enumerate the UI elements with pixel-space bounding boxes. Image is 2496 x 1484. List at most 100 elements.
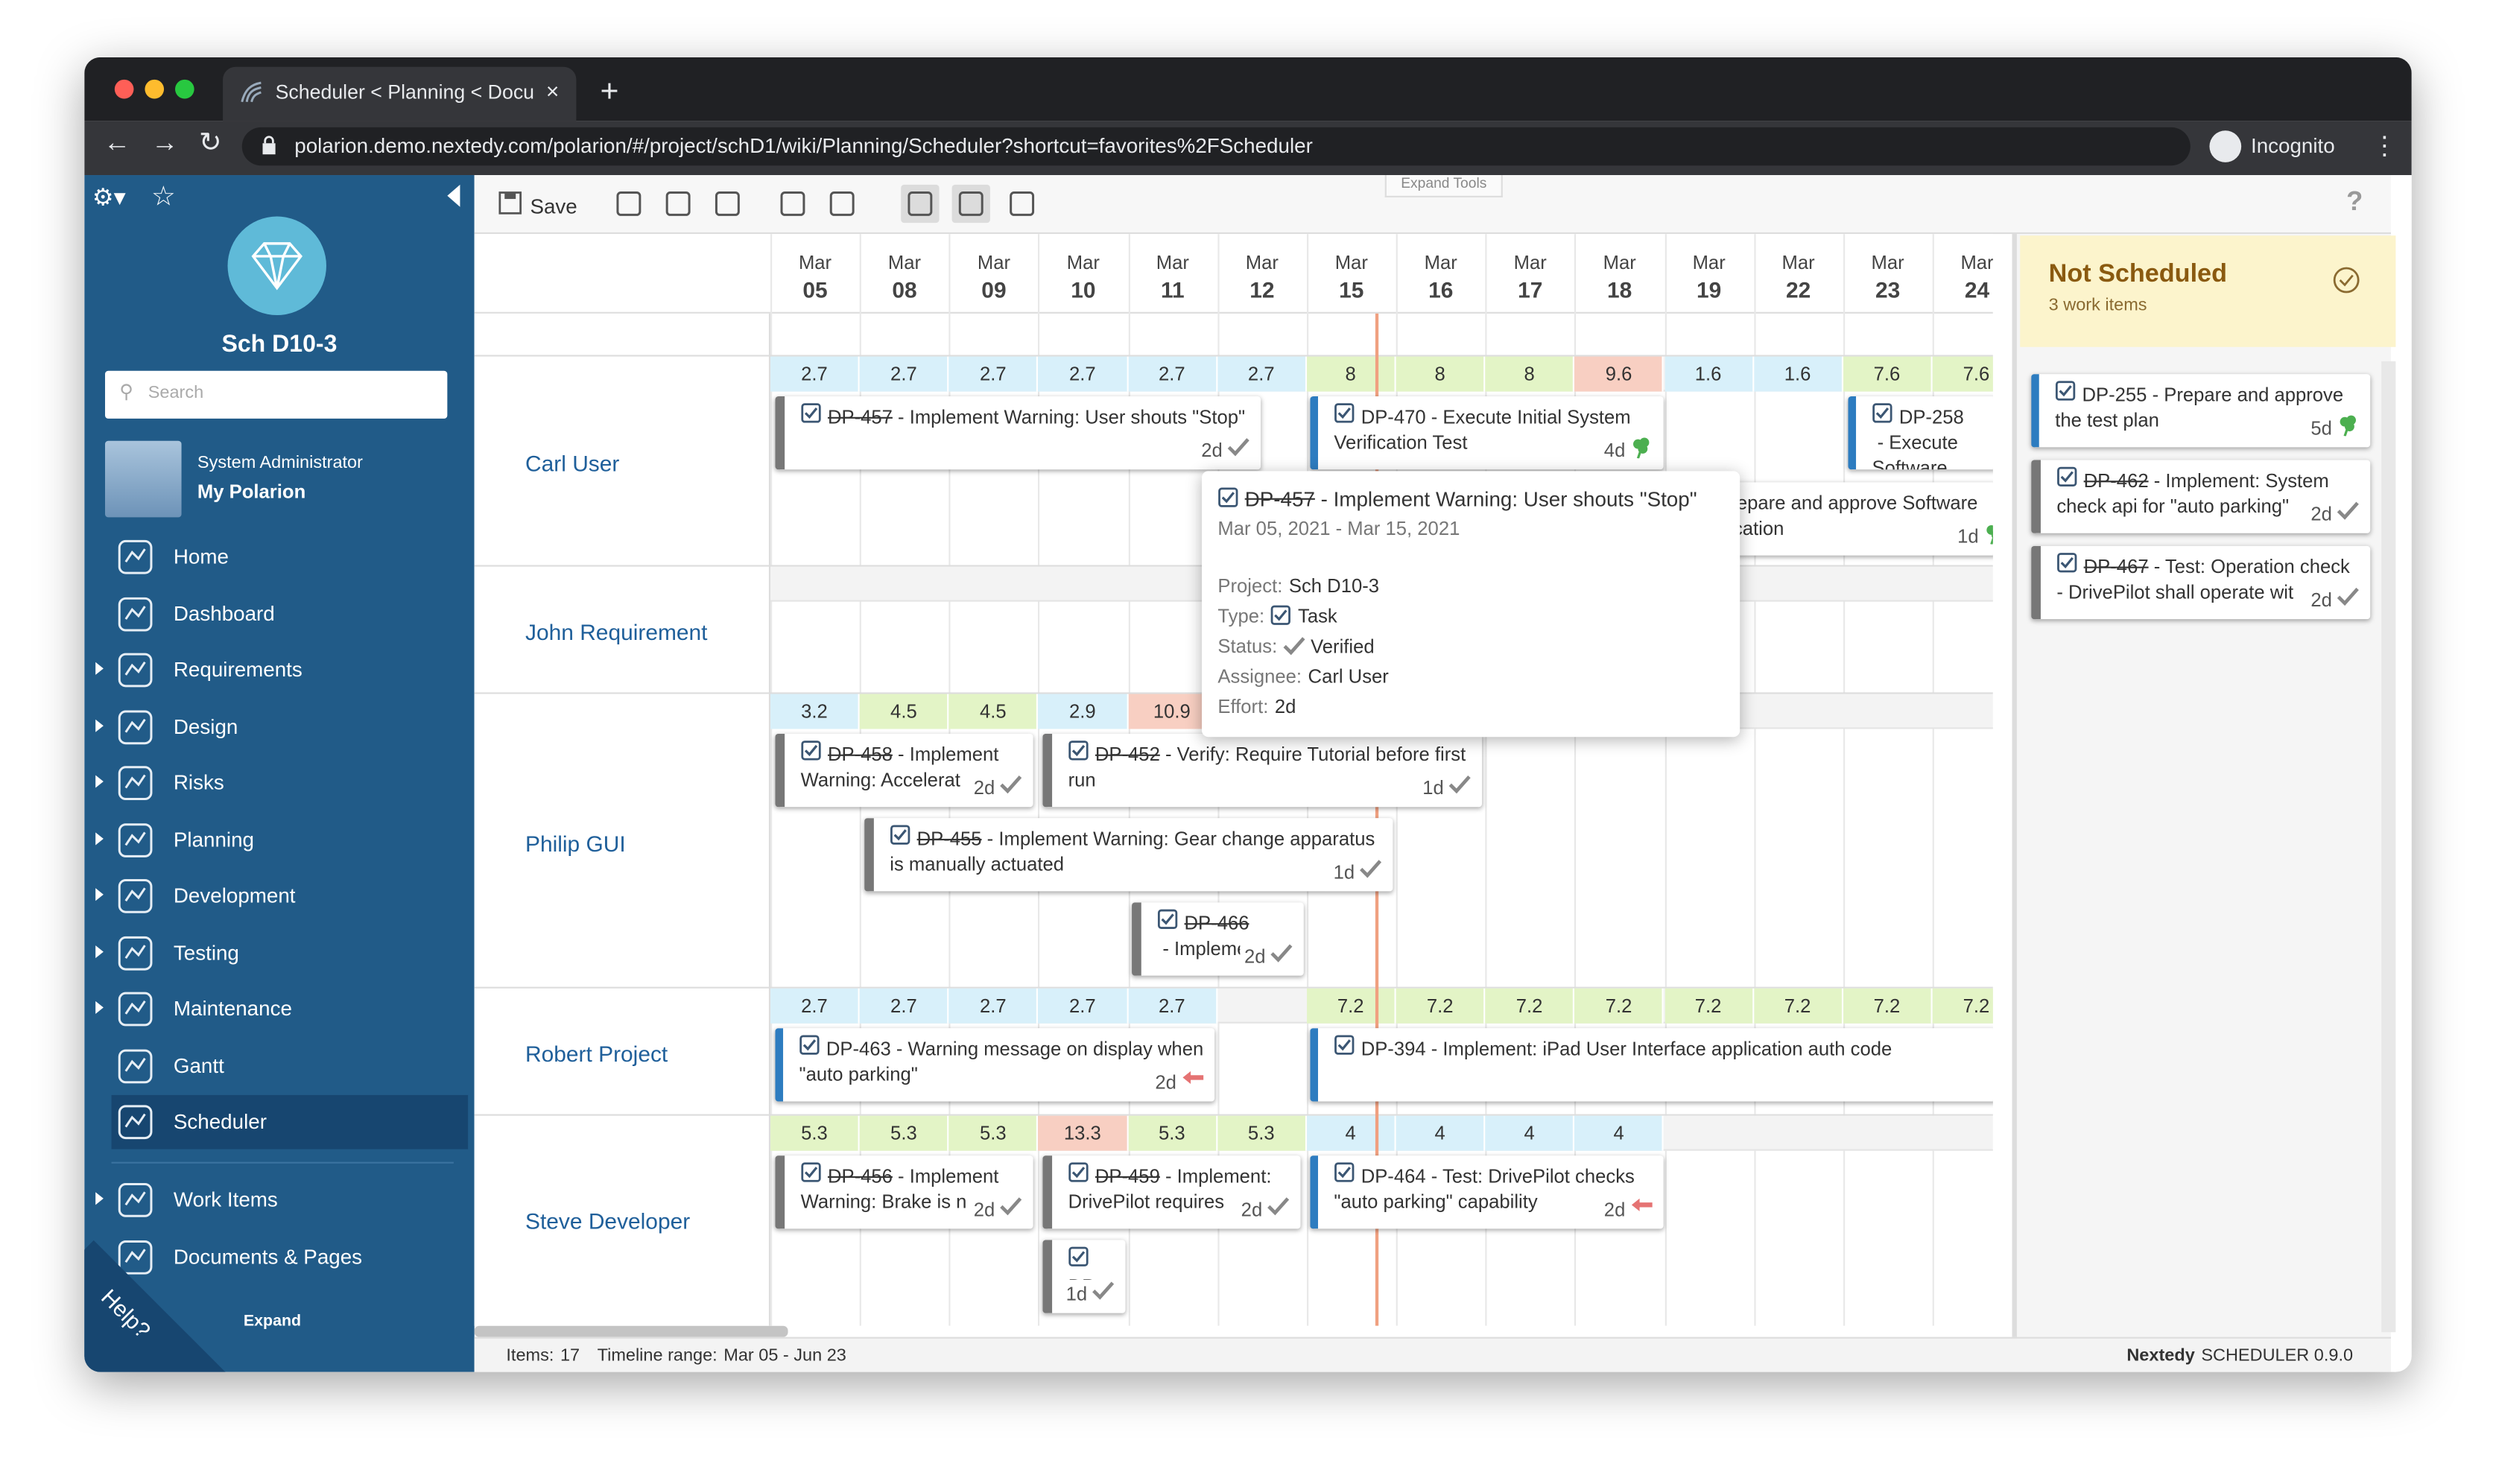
work-item-card[interactable]: DP-458 - Implement Warning: Accelerat 2d (775, 733, 1033, 808)
nav-icon (116, 1237, 154, 1275)
work-item-card[interactable]: DP1d (1042, 1240, 1126, 1313)
nav-expand[interactable] (95, 775, 104, 788)
load-cell: 4 (1485, 1115, 1575, 1151)
menu[interactable]: ⋮ (2372, 133, 2398, 161)
nav-icon (116, 933, 154, 971)
nav-item[interactable]: Development (173, 883, 296, 907)
nav-icon-glyph-svg (118, 992, 153, 1027)
user-link[interactable]: My Polarion (197, 481, 306, 504)
profile[interactable]: Incognito (2250, 133, 2335, 158)
work-item-card[interactable]: DP-255 - Prepare and approve the test pl… (2031, 374, 2371, 448)
nav-icon (116, 594, 154, 632)
nav-icon (116, 764, 154, 802)
nav-expand[interactable] (95, 662, 104, 675)
nav-icon (116, 1103, 154, 1141)
row-name[interactable]: John Requirement (525, 619, 708, 645)
nav-divider (111, 1161, 454, 1164)
save-label: Save (530, 193, 577, 218)
type-icon (1068, 1247, 1089, 1274)
window-button[interactable] (175, 79, 194, 99)
nav-item[interactable]: Maintenance (173, 996, 292, 1021)
nav-expand[interactable] (95, 1192, 104, 1205)
column-day: 24 (1964, 276, 1990, 302)
window-button[interactable] (145, 79, 165, 99)
work-item-card[interactable]: DP-466 - Impleme 2d (1132, 902, 1304, 976)
row-name[interactable]: Philip GUI (525, 831, 626, 857)
tool-button[interactable] (773, 185, 811, 223)
tool-button[interactable] (823, 185, 861, 223)
nav-expand[interactable] (95, 888, 104, 901)
work-item-card[interactable]: DP-258 - Execute Software Verification (1848, 396, 1993, 470)
nav-button[interactable]: ↻ (199, 127, 222, 158)
favorites-icon[interactable]: ☆ (151, 181, 176, 212)
work-item-card[interactable]: DP-464 - Test: DrivePilot checks "auto p… (1310, 1155, 1664, 1229)
nav-icon-glyph-svg (118, 596, 153, 631)
work-item-card[interactable]: DP-470 - Execute Initial System Verifica… (1310, 396, 1664, 470)
work-item-card[interactable]: DP-459 - Implement: DrivePilot requires 2… (1042, 1155, 1301, 1229)
nav-icon-glyph-svg (118, 935, 153, 970)
column-month: Mar (1603, 251, 1636, 274)
tool-button[interactable] (659, 185, 697, 223)
work-item-card[interactable]: DP-462 - Implement: System check api for… (2031, 460, 2371, 533)
column-day: 18 (1607, 276, 1632, 302)
nav-button[interactable]: → (151, 127, 179, 158)
item-id: DP-394 (1361, 1037, 1426, 1060)
panel-check[interactable] (2332, 266, 2360, 294)
tool-button[interactable] (709, 185, 747, 223)
nav-expand[interactable] (95, 1001, 104, 1014)
row-name[interactable]: Steve Developer (525, 1208, 691, 1234)
nav-item[interactable]: Dashboard (173, 600, 275, 625)
tab[interactable]: Scheduler < Planning < Docum × (223, 66, 577, 121)
address-bar[interactable]: polarion.demo.nextedy.com/polarion/#/pro… (241, 127, 2191, 166)
nav-item[interactable]: Risks (173, 770, 224, 795)
tool-button[interactable] (901, 184, 940, 223)
nav-item[interactable]: Requirements (173, 657, 303, 682)
work-item-card[interactable]: DP-394 - Implement: iPad User Interface … (1310, 1028, 1993, 1102)
nav-expand[interactable] (95, 945, 104, 958)
work-item-card[interactable]: DP-452 - Verify: Require Tutorial before… (1042, 733, 1483, 808)
nav-item[interactable]: Home (173, 544, 229, 568)
work-item-card[interactable]: DP-455 - Implement Warning: Gear change … (864, 818, 1393, 892)
work-item-card[interactable]: DP-457 - Implement Warning: User shouts … (775, 396, 1261, 470)
tab-close[interactable]: × (545, 77, 560, 104)
window-button[interactable] (114, 79, 134, 99)
nav-item[interactable]: Design (173, 714, 238, 738)
expand-tools[interactable]: Expand Tools (1384, 175, 1503, 197)
status-icon-svg (1267, 1197, 1290, 1216)
nav-item[interactable]: Documents & Pages (173, 1243, 363, 1268)
search[interactable]: Search ⚲ (105, 370, 448, 419)
project-name[interactable]: Sch D10-3 (221, 331, 338, 358)
load-cell: 2.7 (859, 988, 949, 1024)
nav-item[interactable]: Gantt (173, 1053, 224, 1077)
effort-label: 2d (1603, 1198, 1626, 1221)
tool-button[interactable] (951, 184, 990, 223)
save-button[interactable]: Save (498, 189, 594, 221)
load-cell: 7.2 (1485, 988, 1575, 1024)
favicon (238, 80, 264, 113)
nav-item[interactable]: Planning (173, 826, 255, 851)
row-name[interactable]: Robert Project (525, 1041, 668, 1067)
nav-button[interactable]: ← (103, 127, 131, 158)
nav-item[interactable]: Work Items (173, 1187, 278, 1211)
nav-expand[interactable] (95, 831, 104, 845)
field-icon-svg (1271, 605, 1291, 625)
load-cell: 8 (1485, 356, 1575, 392)
work-item-card[interactable]: DP-456 - Implement Warning: Brake is n 2d (775, 1155, 1033, 1229)
tool-button[interactable] (609, 185, 647, 223)
effort: 2d (1196, 436, 1252, 465)
expand[interactable]: Expand (243, 1313, 302, 1331)
load-cell: 1.6 (1664, 356, 1754, 392)
new-tab[interactable]: + (600, 74, 619, 110)
work-item-card[interactable]: DP-467 - Test: Operation check - DrivePi… (2031, 545, 2371, 620)
tool-icon (1003, 185, 1041, 231)
settings-icon[interactable]: ⚙▾ (92, 184, 126, 212)
tool-button[interactable] (1003, 185, 1041, 223)
work-item-card[interactable]: DP-463 - Warning message on display when… (775, 1028, 1215, 1102)
nav-item[interactable]: Testing (173, 939, 239, 964)
collapse[interactable] (447, 184, 460, 207)
nav-expand[interactable] (95, 718, 104, 732)
row-name[interactable]: Carl User (525, 450, 620, 476)
nav-item[interactable]: Scheduler (173, 1109, 267, 1134)
help-button[interactable]: ? (2346, 186, 2363, 217)
load-cell: 2.7 (770, 988, 860, 1024)
